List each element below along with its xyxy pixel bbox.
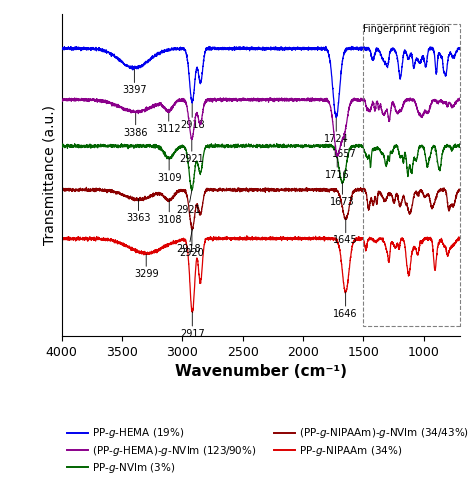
Text: 3363: 3363 bbox=[126, 199, 151, 223]
Text: 2921: 2921 bbox=[180, 139, 204, 164]
Y-axis label: Transmittance (a.u.): Transmittance (a.u.) bbox=[42, 105, 56, 245]
Text: 2918: 2918 bbox=[180, 103, 204, 130]
Text: 1716: 1716 bbox=[325, 156, 349, 180]
Text: 1645: 1645 bbox=[333, 218, 358, 245]
Text: 3109: 3109 bbox=[157, 158, 182, 183]
Text: 3397: 3397 bbox=[122, 68, 146, 96]
Text: 3108: 3108 bbox=[157, 200, 182, 225]
Text: 1724: 1724 bbox=[324, 117, 348, 144]
Text: 1646: 1646 bbox=[333, 292, 358, 319]
Text: Fingerprint region: Fingerprint region bbox=[363, 24, 450, 34]
Text: 2917: 2917 bbox=[180, 312, 205, 339]
Text: 3299: 3299 bbox=[134, 254, 158, 279]
X-axis label: Wavenumber (cm⁻¹): Wavenumber (cm⁻¹) bbox=[175, 364, 346, 379]
Text: 3386: 3386 bbox=[123, 113, 148, 138]
Text: 3112: 3112 bbox=[156, 109, 181, 134]
Text: 2918: 2918 bbox=[176, 230, 201, 254]
Text: 2921: 2921 bbox=[176, 191, 201, 215]
Bar bbox=[363, 24, 460, 326]
Text: 1657: 1657 bbox=[332, 135, 357, 159]
Legend: (PP-$g$-NIPAAm)-$g$-NVIm (34/43%), PP-$g$-NIPAAm (34%): (PP-$g$-NIPAAm)-$g$-NVIm (34/43%), PP-$g… bbox=[274, 426, 469, 457]
Text: 2920: 2920 bbox=[180, 229, 204, 258]
Text: 1673: 1673 bbox=[330, 182, 355, 207]
